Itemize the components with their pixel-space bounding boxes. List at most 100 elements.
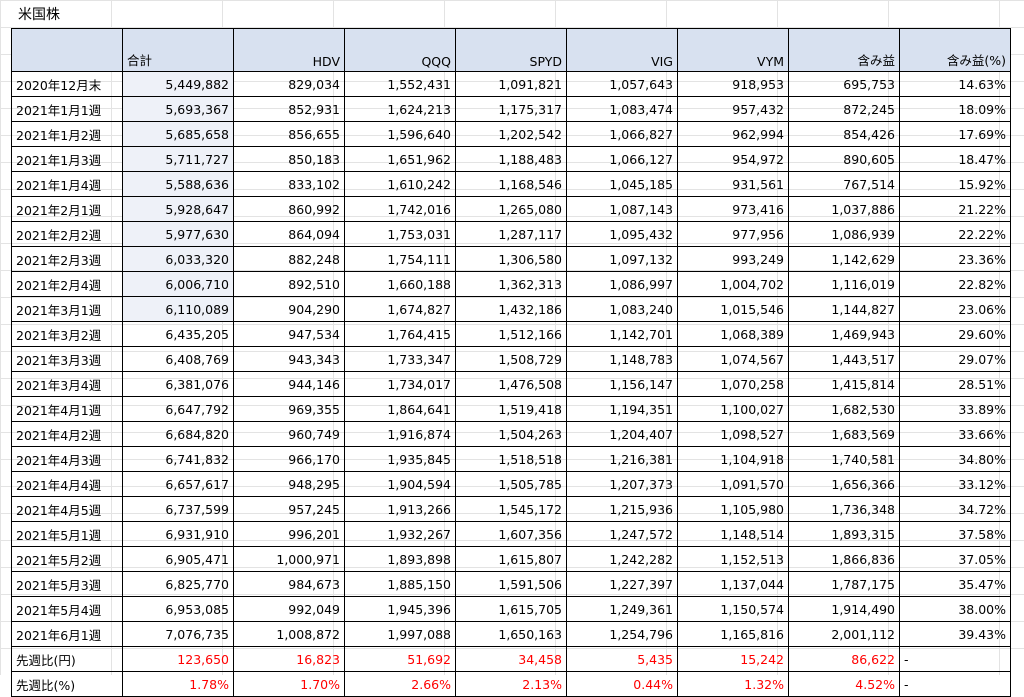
- data-cell[interactable]: 1,104,918: [677, 446, 789, 472]
- data-cell[interactable]: 1,105,980: [677, 496, 789, 522]
- data-cell[interactable]: 948,295: [233, 471, 345, 497]
- data-cell[interactable]: 1,070,258: [677, 371, 789, 397]
- data-cell[interactable]: 1,624,213: [344, 96, 456, 122]
- data-cell[interactable]: 1,504,263: [455, 421, 567, 447]
- data-cell[interactable]: 977,956: [677, 221, 789, 247]
- data-cell[interactable]: 1,682,530: [788, 396, 900, 422]
- data-cell[interactable]: 5,588,636: [122, 171, 234, 197]
- data-cell[interactable]: 973,416: [677, 196, 789, 222]
- row-label-cell[interactable]: 2021年6月1週: [11, 621, 123, 647]
- summary-cell[interactable]: 2.13%: [455, 671, 567, 697]
- data-cell[interactable]: 854,426: [788, 121, 900, 147]
- data-cell[interactable]: 34.80%: [899, 446, 1011, 472]
- data-cell[interactable]: 6,825,770: [122, 571, 234, 597]
- data-cell[interactable]: 931,561: [677, 171, 789, 197]
- data-cell[interactable]: 37.05%: [899, 546, 1011, 572]
- data-cell[interactable]: 1,306,580: [455, 246, 567, 272]
- data-cell[interactable]: 29.60%: [899, 321, 1011, 347]
- data-cell[interactable]: 1,247,572: [566, 521, 678, 547]
- data-cell[interactable]: 1,476,508: [455, 371, 567, 397]
- header-cell[interactable]: QQQ: [344, 28, 456, 72]
- data-cell[interactable]: 1,764,415: [344, 321, 456, 347]
- data-cell[interactable]: 1,068,389: [677, 321, 789, 347]
- row-label-cell[interactable]: 2021年5月2週: [11, 546, 123, 572]
- row-label-cell[interactable]: 2020年12月末: [11, 71, 123, 97]
- summary-cell[interactable]: 1.32%: [677, 671, 789, 697]
- data-cell[interactable]: 6,408,769: [122, 346, 234, 372]
- data-cell[interactable]: 833,102: [233, 171, 345, 197]
- row-label-cell[interactable]: 2021年1月4週: [11, 171, 123, 197]
- data-cell[interactable]: 7,076,735: [122, 621, 234, 647]
- data-cell[interactable]: 954,972: [677, 146, 789, 172]
- data-cell[interactable]: 6,684,820: [122, 421, 234, 447]
- data-cell[interactable]: 1,207,373: [566, 471, 678, 497]
- data-cell[interactable]: 1,916,874: [344, 421, 456, 447]
- data-cell[interactable]: 6,033,320: [122, 246, 234, 272]
- data-cell[interactable]: 23.06%: [899, 296, 1011, 322]
- data-cell[interactable]: 1,083,240: [566, 296, 678, 322]
- data-cell[interactable]: 1,086,997: [566, 271, 678, 297]
- data-cell[interactable]: 1,913,266: [344, 496, 456, 522]
- data-cell[interactable]: 1,287,117: [455, 221, 567, 247]
- data-cell[interactable]: 29.07%: [899, 346, 1011, 372]
- summary-cell[interactable]: 5,435: [566, 646, 678, 672]
- row-label-cell[interactable]: 2021年4月1週: [11, 396, 123, 422]
- data-cell[interactable]: 957,245: [233, 496, 345, 522]
- data-cell[interactable]: 1,015,546: [677, 296, 789, 322]
- row-label-cell[interactable]: 2021年5月1週: [11, 521, 123, 547]
- summary-cell[interactable]: 2.66%: [344, 671, 456, 697]
- data-cell[interactable]: 1,683,569: [788, 421, 900, 447]
- data-cell[interactable]: 1,904,594: [344, 471, 456, 497]
- data-cell[interactable]: 1,505,785: [455, 471, 567, 497]
- data-cell[interactable]: 1,091,821: [455, 71, 567, 97]
- data-cell[interactable]: 1,893,898: [344, 546, 456, 572]
- data-cell[interactable]: 37.58%: [899, 521, 1011, 547]
- data-cell[interactable]: 1,074,567: [677, 346, 789, 372]
- data-cell[interactable]: 1,037,886: [788, 196, 900, 222]
- header-cell[interactable]: 含み益(%): [899, 28, 1011, 72]
- data-cell[interactable]: 856,655: [233, 121, 345, 147]
- data-cell[interactable]: 882,248: [233, 246, 345, 272]
- data-cell[interactable]: 6,381,076: [122, 371, 234, 397]
- row-label-cell[interactable]: 2021年2月4週: [11, 271, 123, 297]
- data-cell[interactable]: 996,201: [233, 521, 345, 547]
- data-cell[interactable]: 850,183: [233, 146, 345, 172]
- summary-cell[interactable]: -: [899, 671, 1011, 697]
- data-cell[interactable]: 1,175,317: [455, 96, 567, 122]
- data-cell[interactable]: 1,443,517: [788, 346, 900, 372]
- data-cell[interactable]: 1,142,629: [788, 246, 900, 272]
- data-cell[interactable]: 6,647,792: [122, 396, 234, 422]
- data-cell[interactable]: 1,660,188: [344, 271, 456, 297]
- data-cell[interactable]: 5,693,367: [122, 96, 234, 122]
- data-cell[interactable]: 969,355: [233, 396, 345, 422]
- data-cell[interactable]: 18.47%: [899, 146, 1011, 172]
- data-cell[interactable]: 1,518,518: [455, 446, 567, 472]
- data-cell[interactable]: 1,083,474: [566, 96, 678, 122]
- data-cell[interactable]: 38.00%: [899, 596, 1011, 622]
- data-cell[interactable]: 1,004,702: [677, 271, 789, 297]
- data-cell[interactable]: 829,034: [233, 71, 345, 97]
- data-cell[interactable]: 1,087,143: [566, 196, 678, 222]
- data-cell[interactable]: 1,545,172: [455, 496, 567, 522]
- data-cell[interactable]: 1,202,542: [455, 121, 567, 147]
- header-cell[interactable]: [11, 28, 123, 72]
- data-cell[interactable]: 1,656,366: [788, 471, 900, 497]
- data-cell[interactable]: 1,095,432: [566, 221, 678, 247]
- data-cell[interactable]: 993,249: [677, 246, 789, 272]
- data-cell[interactable]: 1,265,080: [455, 196, 567, 222]
- summary-cell[interactable]: 51,692: [344, 646, 456, 672]
- summary-cell[interactable]: 0.44%: [566, 671, 678, 697]
- data-cell[interactable]: 5,685,658: [122, 121, 234, 147]
- data-cell[interactable]: 1,116,019: [788, 271, 900, 297]
- data-cell[interactable]: 6,110,089: [122, 296, 234, 322]
- data-cell[interactable]: 1,086,939: [788, 221, 900, 247]
- row-label-cell[interactable]: 2021年3月4週: [11, 371, 123, 397]
- data-cell[interactable]: 962,994: [677, 121, 789, 147]
- data-cell[interactable]: 1,137,044: [677, 571, 789, 597]
- data-cell[interactable]: 957,432: [677, 96, 789, 122]
- row-label-cell[interactable]: 2021年3月2週: [11, 321, 123, 347]
- summary-cell[interactable]: 4.52%: [788, 671, 900, 697]
- data-cell[interactable]: 6,741,832: [122, 446, 234, 472]
- row-label-cell[interactable]: 2021年1月2週: [11, 121, 123, 147]
- data-cell[interactable]: 864,094: [233, 221, 345, 247]
